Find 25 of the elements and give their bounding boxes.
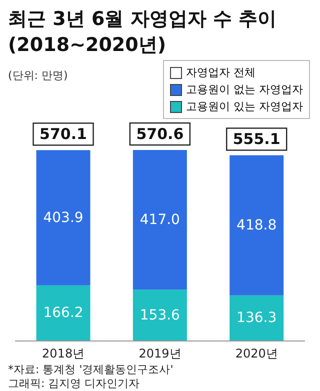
x-tick-label: 2018년	[42, 346, 85, 361]
data-label: 403.9	[43, 210, 84, 226]
data-label: 417.0	[140, 212, 180, 228]
data-label: 166.2	[43, 305, 84, 322]
data-label: 418.8	[236, 217, 277, 234]
bar	[36, 150, 90, 286]
data-label: 153.6	[140, 307, 180, 324]
x-tick-label: 2020년	[235, 346, 278, 361]
total-label: 570.1	[40, 125, 87, 144]
total-label: 555.1	[232, 130, 280, 148]
text: 자영업자 전체	[186, 65, 256, 81]
text: *자료: 통계청 '경제활동인구조사'	[8, 362, 174, 377]
bar	[132, 290, 187, 341]
chart-subtitle: (단위: 만명)	[8, 68, 68, 83]
total-label: 570.6	[136, 125, 184, 143]
chart-title: 최근 3년 6월 자영업자 수 추이 (2018~2020년)	[8, 7, 277, 58]
data-label: 136.3	[236, 310, 277, 326]
text: 그래픽: 김지영 디자인기자	[8, 376, 140, 391]
bar	[230, 155, 284, 296]
bar	[36, 285, 90, 341]
bar	[230, 295, 284, 341]
bar	[132, 150, 187, 290]
x-tick-label: 2019년	[138, 346, 182, 361]
legend-label: 고용원이 없는 자영업자	[186, 82, 303, 98]
legend-label: 고용원이 있는 자영업자	[186, 99, 303, 115]
